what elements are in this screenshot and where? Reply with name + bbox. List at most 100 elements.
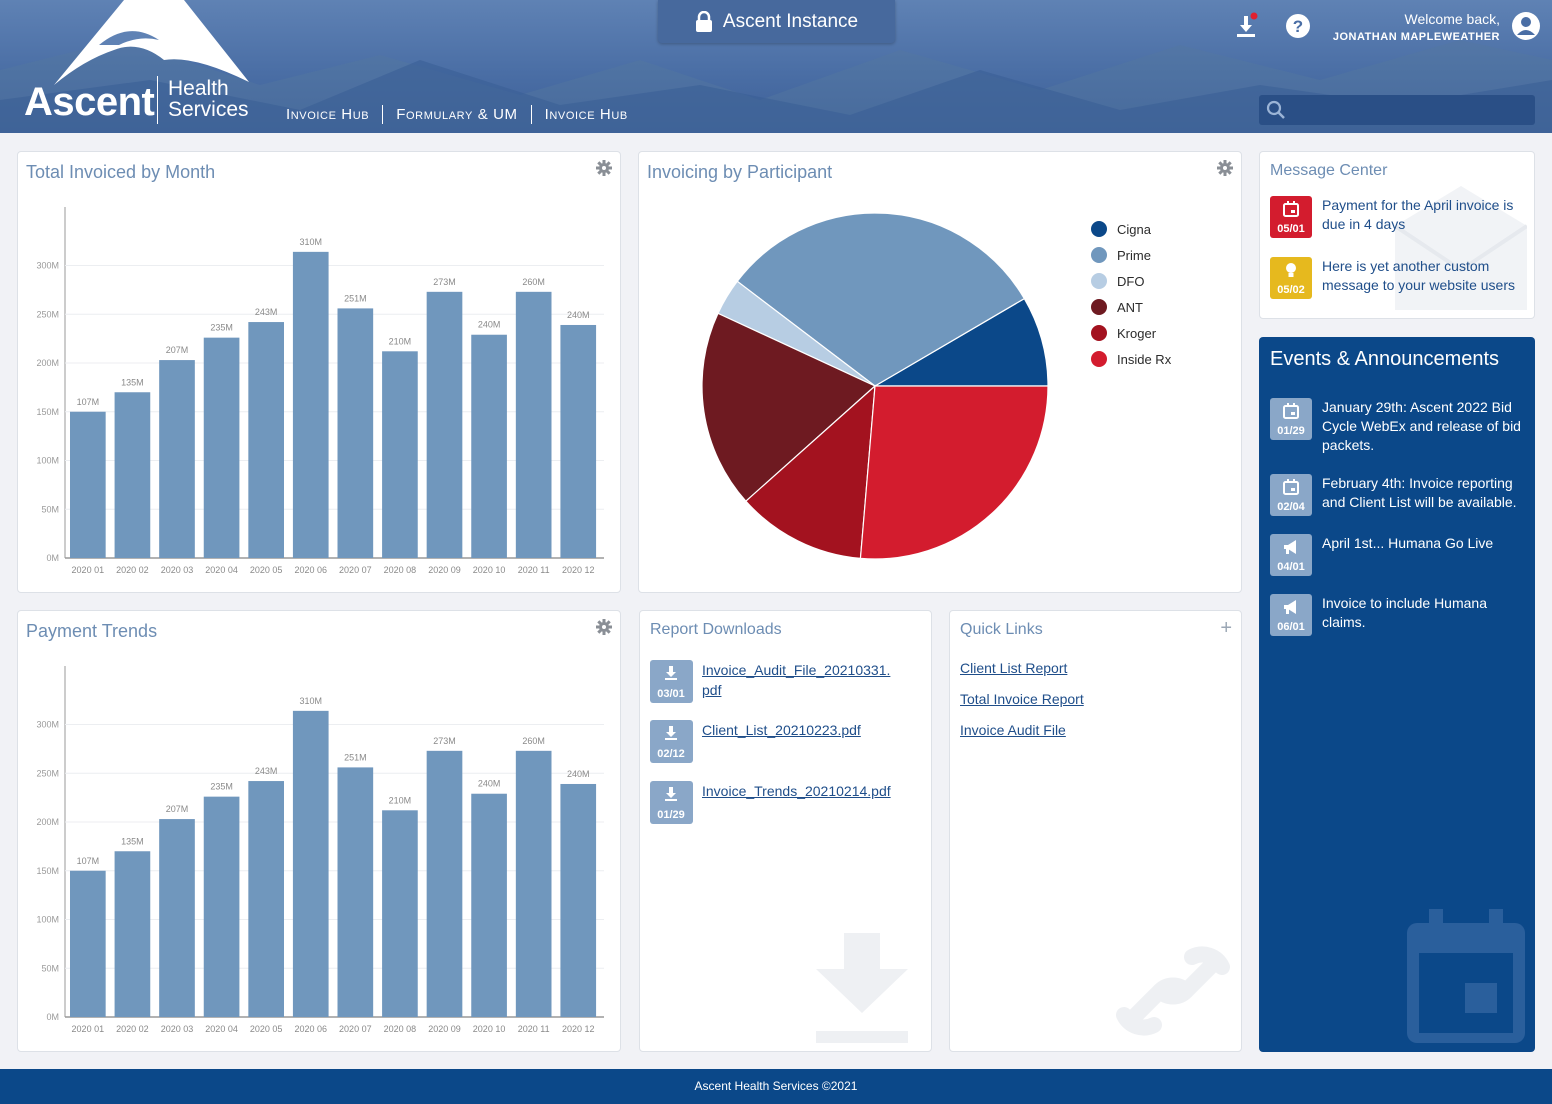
bar[interactable] — [337, 767, 374, 1017]
x-tick-label: 2020 11 — [518, 565, 550, 575]
quick-links-title: Quick Links — [960, 621, 1043, 638]
y-tick-label: 0M — [46, 553, 59, 563]
bar[interactable] — [70, 870, 106, 1017]
total-invoiced-chart: 0M 50M 100M 150M 200M 250M 300M 107M 2020 01 135M… — [36, 207, 604, 575]
legend-item[interactable]: Kroger — [1091, 320, 1171, 346]
pie-slice-cigna[interactable] — [872, 297, 1049, 387]
bar[interactable] — [337, 308, 374, 558]
y-tick-label: 100M — [36, 456, 59, 466]
x-tick-label: 2020 05 — [250, 1024, 283, 1034]
megaphone-icon — [1284, 600, 1296, 614]
calendar-icon — [1283, 201, 1299, 217]
bar[interactable] — [382, 810, 418, 1017]
instance-label: Ascent Instance — [722, 10, 859, 32]
y-tick-label: 100M — [36, 915, 59, 925]
search-input[interactable] — [1291, 99, 1527, 121]
event-date: 04/01 — [1277, 561, 1305, 573]
bar[interactable] — [471, 334, 507, 558]
bar[interactable] — [114, 392, 151, 558]
events-title: Events & Announcements — [1270, 348, 1500, 370]
logo-sub-line-2: Services — [168, 98, 249, 121]
bar-data-label: 310M — [299, 237, 322, 247]
bar[interactable] — [292, 710, 329, 1017]
legend-item[interactable]: DFO — [1091, 268, 1171, 294]
bar[interactable] — [515, 291, 552, 558]
bar[interactable] — [248, 322, 284, 558]
x-tick-label: 2020 03 — [161, 1024, 194, 1034]
event-item[interactable]: 04/01 April 1st... Humana Go Live — [1270, 534, 1528, 576]
bar[interactable] — [114, 851, 151, 1017]
event-item[interactable]: 01/29 January 29th: Ascent 2022 Bid Cycl… — [1270, 398, 1528, 455]
legend-swatch — [1091, 351, 1107, 367]
bar[interactable] — [426, 291, 463, 558]
nav-formulary-um[interactable]: Formulary & UM — [382, 105, 530, 124]
bar[interactable] — [515, 750, 552, 1017]
bar[interactable] — [159, 360, 195, 558]
legend-item[interactable]: Inside Rx — [1091, 346, 1171, 372]
bar-data-label: 260M — [522, 736, 545, 746]
bar[interactable] — [560, 324, 597, 558]
download-link[interactable]: Invoice_Trends_20210214.pdf — [702, 783, 891, 799]
bar[interactable] — [203, 796, 240, 1017]
x-tick-label: 2020 12 — [562, 1024, 595, 1034]
legend-item[interactable]: Prime — [1091, 242, 1171, 268]
quick-link-client-list[interactable]: Client List Report — [960, 660, 1068, 676]
bar-data-label: 251M — [344, 293, 367, 303]
pie-slice-prime[interactable] — [736, 212, 1026, 387]
help-icon[interactable]: ? — [1284, 12, 1312, 40]
nav-invoice-hub[interactable]: Invoice Hub — [286, 106, 370, 123]
event-date: 02/04 — [1277, 501, 1305, 513]
main-nav: Invoice Hub Formulary & UM Invoice Hub — [286, 105, 641, 124]
bar[interactable] — [382, 351, 418, 558]
pie-slice-inside-rx[interactable] — [859, 385, 1049, 560]
bar[interactable] — [560, 783, 597, 1017]
download-item[interactable]: 02/12 Client_List_20210223.pdf — [650, 720, 861, 763]
bar-data-label: 310M — [299, 696, 322, 706]
download-item[interactable]: 01/29 Invoice_Trends_20210214.pdf — [650, 781, 891, 824]
message-item[interactable]: 05/01 Payment for the April invoice is d… — [1270, 196, 1530, 238]
add-link-button[interactable]: + — [1220, 617, 1232, 639]
legend-item[interactable]: ANT — [1091, 294, 1171, 320]
download-icon[interactable] — [1232, 12, 1260, 40]
gear-icon[interactable] — [596, 160, 612, 176]
download-badge: 01/29 — [650, 781, 693, 824]
message-item[interactable]: 05/02 Here is yet another custom message… — [1270, 257, 1530, 299]
quick-link-invoice-audit[interactable]: Invoice Audit File — [960, 722, 1066, 738]
event-date: 01/29 — [1277, 425, 1305, 437]
legend-item[interactable]: Cigna — [1091, 216, 1171, 242]
bar-data-label: 243M — [255, 766, 278, 776]
pie-slice-ant[interactable] — [701, 312, 877, 502]
download-item[interactable]: 03/01 Invoice_Audit_File_20210331. pdf — [650, 660, 890, 703]
nav-invoice-hub-2[interactable]: Invoice Hub — [530, 105, 641, 124]
x-tick-label: 2020 02 — [116, 1024, 149, 1034]
bar[interactable] — [203, 337, 240, 558]
y-tick-label: 50M — [41, 504, 59, 514]
bar[interactable] — [70, 411, 106, 558]
user-avatar-icon[interactable] — [1511, 11, 1541, 41]
gear-icon[interactable] — [1217, 160, 1233, 176]
logo-divider — [157, 76, 158, 124]
x-tick-label: 2020 07 — [339, 565, 372, 575]
bar[interactable] — [159, 819, 195, 1017]
event-item[interactable]: 02/04 February 4th: Invoice reporting an… — [1270, 474, 1528, 516]
event-item[interactable]: 06/01 Invoice to include Humana claims. — [1270, 594, 1528, 636]
instance-selector[interactable]: Ascent Instance — [658, 0, 895, 43]
bar[interactable] — [426, 750, 463, 1017]
bar[interactable] — [248, 781, 284, 1017]
download-link[interactable]: Client_List_20210223.pdf — [702, 722, 861, 738]
bar-data-label: 273M — [433, 736, 456, 746]
download-link[interactable]: Invoice_Audit_File_20210331. pdf — [702, 662, 891, 698]
event-badge: 02/04 — [1270, 474, 1312, 516]
pie-slice-kroger[interactable] — [745, 384, 876, 560]
bar[interactable] — [292, 251, 329, 558]
bar-data-label: 107M — [77, 856, 100, 866]
bar[interactable] — [471, 793, 507, 1017]
svg-text:?: ? — [1293, 17, 1303, 36]
gear-icon[interactable] — [596, 619, 612, 635]
logo[interactable]: Ascent Health Services — [24, 0, 264, 133]
legend-label: DFO — [1117, 273, 1145, 289]
bar-data-label: 240M — [478, 320, 501, 330]
logo-sub-line-1: Health — [168, 77, 229, 100]
quick-link-total-invoice[interactable]: Total Invoice Report — [960, 691, 1084, 707]
bar-data-label: 240M — [478, 779, 501, 789]
